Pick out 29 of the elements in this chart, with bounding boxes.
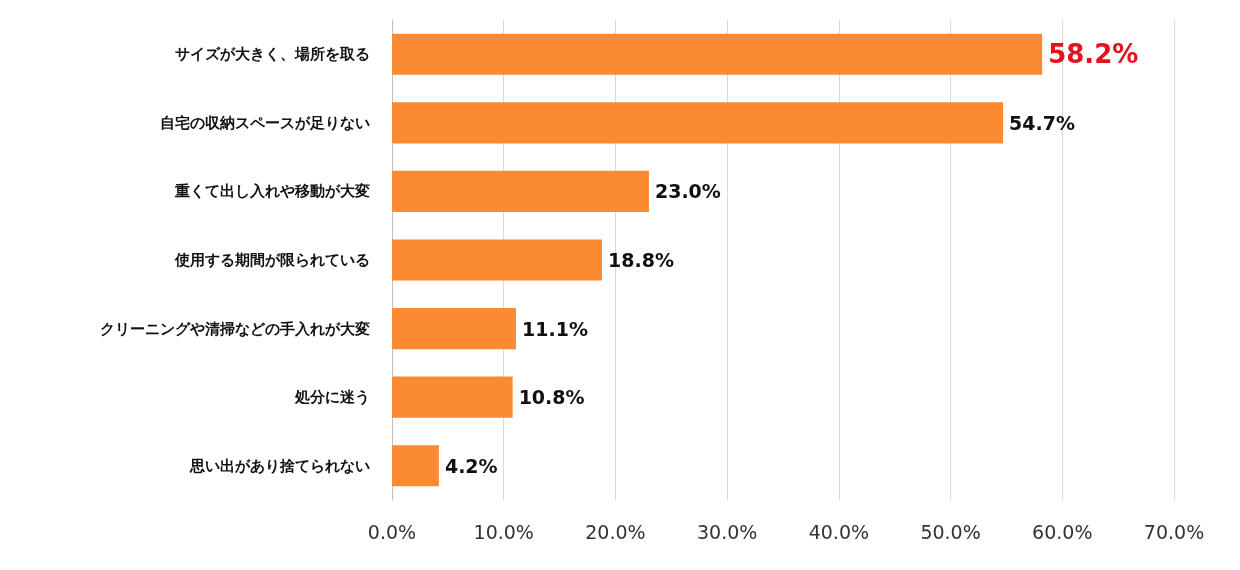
data-label: 54.7% [1009,111,1075,134]
data-label: 11.1% [522,317,588,340]
bar [392,33,1043,75]
x-tick-label: 0.0% [367,520,417,543]
x-tick-label: 70.0% [1143,520,1205,543]
y-tick-label: クリーニングや清掃などの手入れが大変 [100,319,370,338]
data-label: 10.8% [518,386,585,409]
x-tick-label: 10.0% [473,520,534,543]
x-tick-label: 60.0% [1032,520,1093,543]
data-label: 23.0% [654,180,721,203]
y-tick-label: 思い出があり捨てられない [189,456,370,475]
x-tick-label: 50.0% [920,520,981,543]
x-tick-label: 20.0% [585,520,646,543]
bar [392,308,516,350]
data-label: 58.2% [1048,39,1139,70]
bar [392,239,603,281]
bar [392,376,513,418]
y-tick-label: 処分に迷う [294,388,370,407]
bar [392,170,649,212]
y-tick-label: 自宅の収納スペースが足りない [160,113,370,132]
x-tick-label: 40.0% [808,520,870,543]
data-label: 18.8% [608,249,674,271]
y-tick-label: 使用する期間が限られている [174,251,370,269]
data-label: 4.2% [444,454,498,477]
bar [392,445,439,487]
y-tick-label: 重くて出し入れや移動が大変 [174,182,370,201]
x-tick-label: 30.0% [696,520,758,543]
y-tick-label: サイズが大きく、場所を取る [175,45,370,64]
bar [392,102,1004,144]
